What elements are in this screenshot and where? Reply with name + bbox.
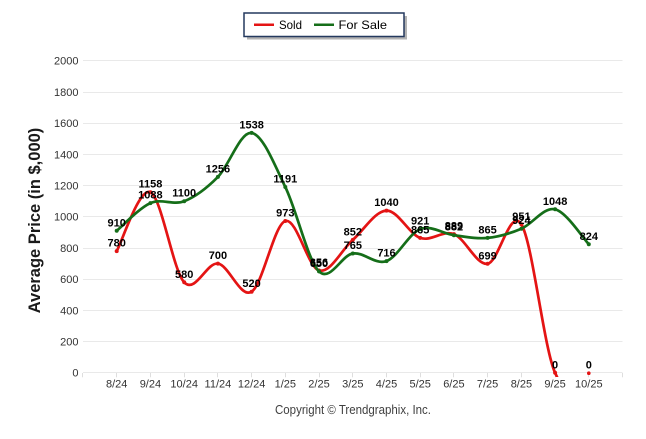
svg-text:For Sale: For Sale bbox=[339, 18, 388, 32]
svg-text:1538: 1538 bbox=[239, 119, 263, 131]
svg-text:1191: 1191 bbox=[273, 174, 297, 186]
svg-text:12/24: 12/24 bbox=[238, 378, 266, 390]
svg-text:951: 951 bbox=[512, 211, 530, 223]
svg-text:882: 882 bbox=[445, 222, 463, 234]
svg-text:3/25: 3/25 bbox=[342, 378, 363, 390]
svg-text:780: 780 bbox=[108, 238, 126, 250]
svg-text:973: 973 bbox=[276, 208, 294, 220]
svg-text:1600: 1600 bbox=[54, 118, 78, 130]
svg-text:200: 200 bbox=[60, 337, 78, 349]
svg-text:1048: 1048 bbox=[543, 196, 567, 208]
svg-text:700: 700 bbox=[209, 250, 227, 262]
svg-text:Copyright © Trendgraphix, Inc.: Copyright © Trendgraphix, Inc. bbox=[275, 403, 431, 417]
svg-text:600: 600 bbox=[60, 274, 78, 286]
svg-text:699: 699 bbox=[478, 250, 496, 262]
svg-text:9/24: 9/24 bbox=[140, 378, 161, 390]
svg-text:924: 924 bbox=[512, 215, 531, 227]
svg-text:400: 400 bbox=[60, 305, 78, 317]
svg-text:1256: 1256 bbox=[206, 163, 230, 175]
svg-text:2000: 2000 bbox=[54, 56, 78, 68]
svg-text:0: 0 bbox=[586, 359, 592, 371]
svg-text:1088: 1088 bbox=[138, 190, 162, 202]
svg-text:921: 921 bbox=[411, 216, 429, 228]
svg-text:1800: 1800 bbox=[54, 87, 78, 99]
svg-text:1200: 1200 bbox=[54, 181, 78, 193]
svg-text:1000: 1000 bbox=[54, 212, 78, 224]
svg-text:520: 520 bbox=[242, 278, 260, 290]
svg-text:656: 656 bbox=[310, 257, 328, 269]
svg-text:10/25: 10/25 bbox=[575, 378, 603, 390]
svg-text:1040: 1040 bbox=[374, 197, 398, 209]
svg-text:2/25: 2/25 bbox=[308, 378, 329, 390]
svg-text:8/24: 8/24 bbox=[106, 378, 127, 390]
svg-text:1100: 1100 bbox=[172, 188, 196, 200]
svg-text:1/25: 1/25 bbox=[275, 378, 296, 390]
svg-text:765: 765 bbox=[344, 240, 362, 252]
svg-text:Sold: Sold bbox=[279, 18, 302, 32]
svg-text:0: 0 bbox=[552, 359, 558, 371]
svg-text:889: 889 bbox=[445, 221, 463, 233]
svg-text:865: 865 bbox=[478, 224, 496, 236]
svg-text:716: 716 bbox=[377, 248, 395, 260]
svg-text:4/25: 4/25 bbox=[376, 378, 397, 390]
svg-text:8/25: 8/25 bbox=[511, 378, 532, 390]
svg-text:865: 865 bbox=[411, 224, 429, 236]
svg-text:824: 824 bbox=[580, 231, 599, 243]
svg-text:910: 910 bbox=[108, 217, 126, 229]
svg-text:0: 0 bbox=[72, 368, 78, 380]
svg-text:1400: 1400 bbox=[54, 149, 78, 161]
svg-text:11/24: 11/24 bbox=[205, 378, 232, 390]
svg-text:9/25: 9/25 bbox=[544, 378, 565, 390]
svg-text:1158: 1158 bbox=[138, 179, 162, 191]
svg-text:10/24: 10/24 bbox=[170, 378, 198, 390]
svg-text:6/25: 6/25 bbox=[443, 378, 464, 390]
svg-text:800: 800 bbox=[60, 243, 78, 255]
svg-text:580: 580 bbox=[175, 269, 193, 281]
svg-text:852: 852 bbox=[344, 226, 362, 238]
svg-text:7/25: 7/25 bbox=[477, 378, 498, 390]
svg-text:650: 650 bbox=[310, 258, 328, 270]
svg-text:Average Price (in $,000): Average Price (in $,000) bbox=[26, 128, 44, 314]
svg-text:5/25: 5/25 bbox=[409, 378, 430, 390]
